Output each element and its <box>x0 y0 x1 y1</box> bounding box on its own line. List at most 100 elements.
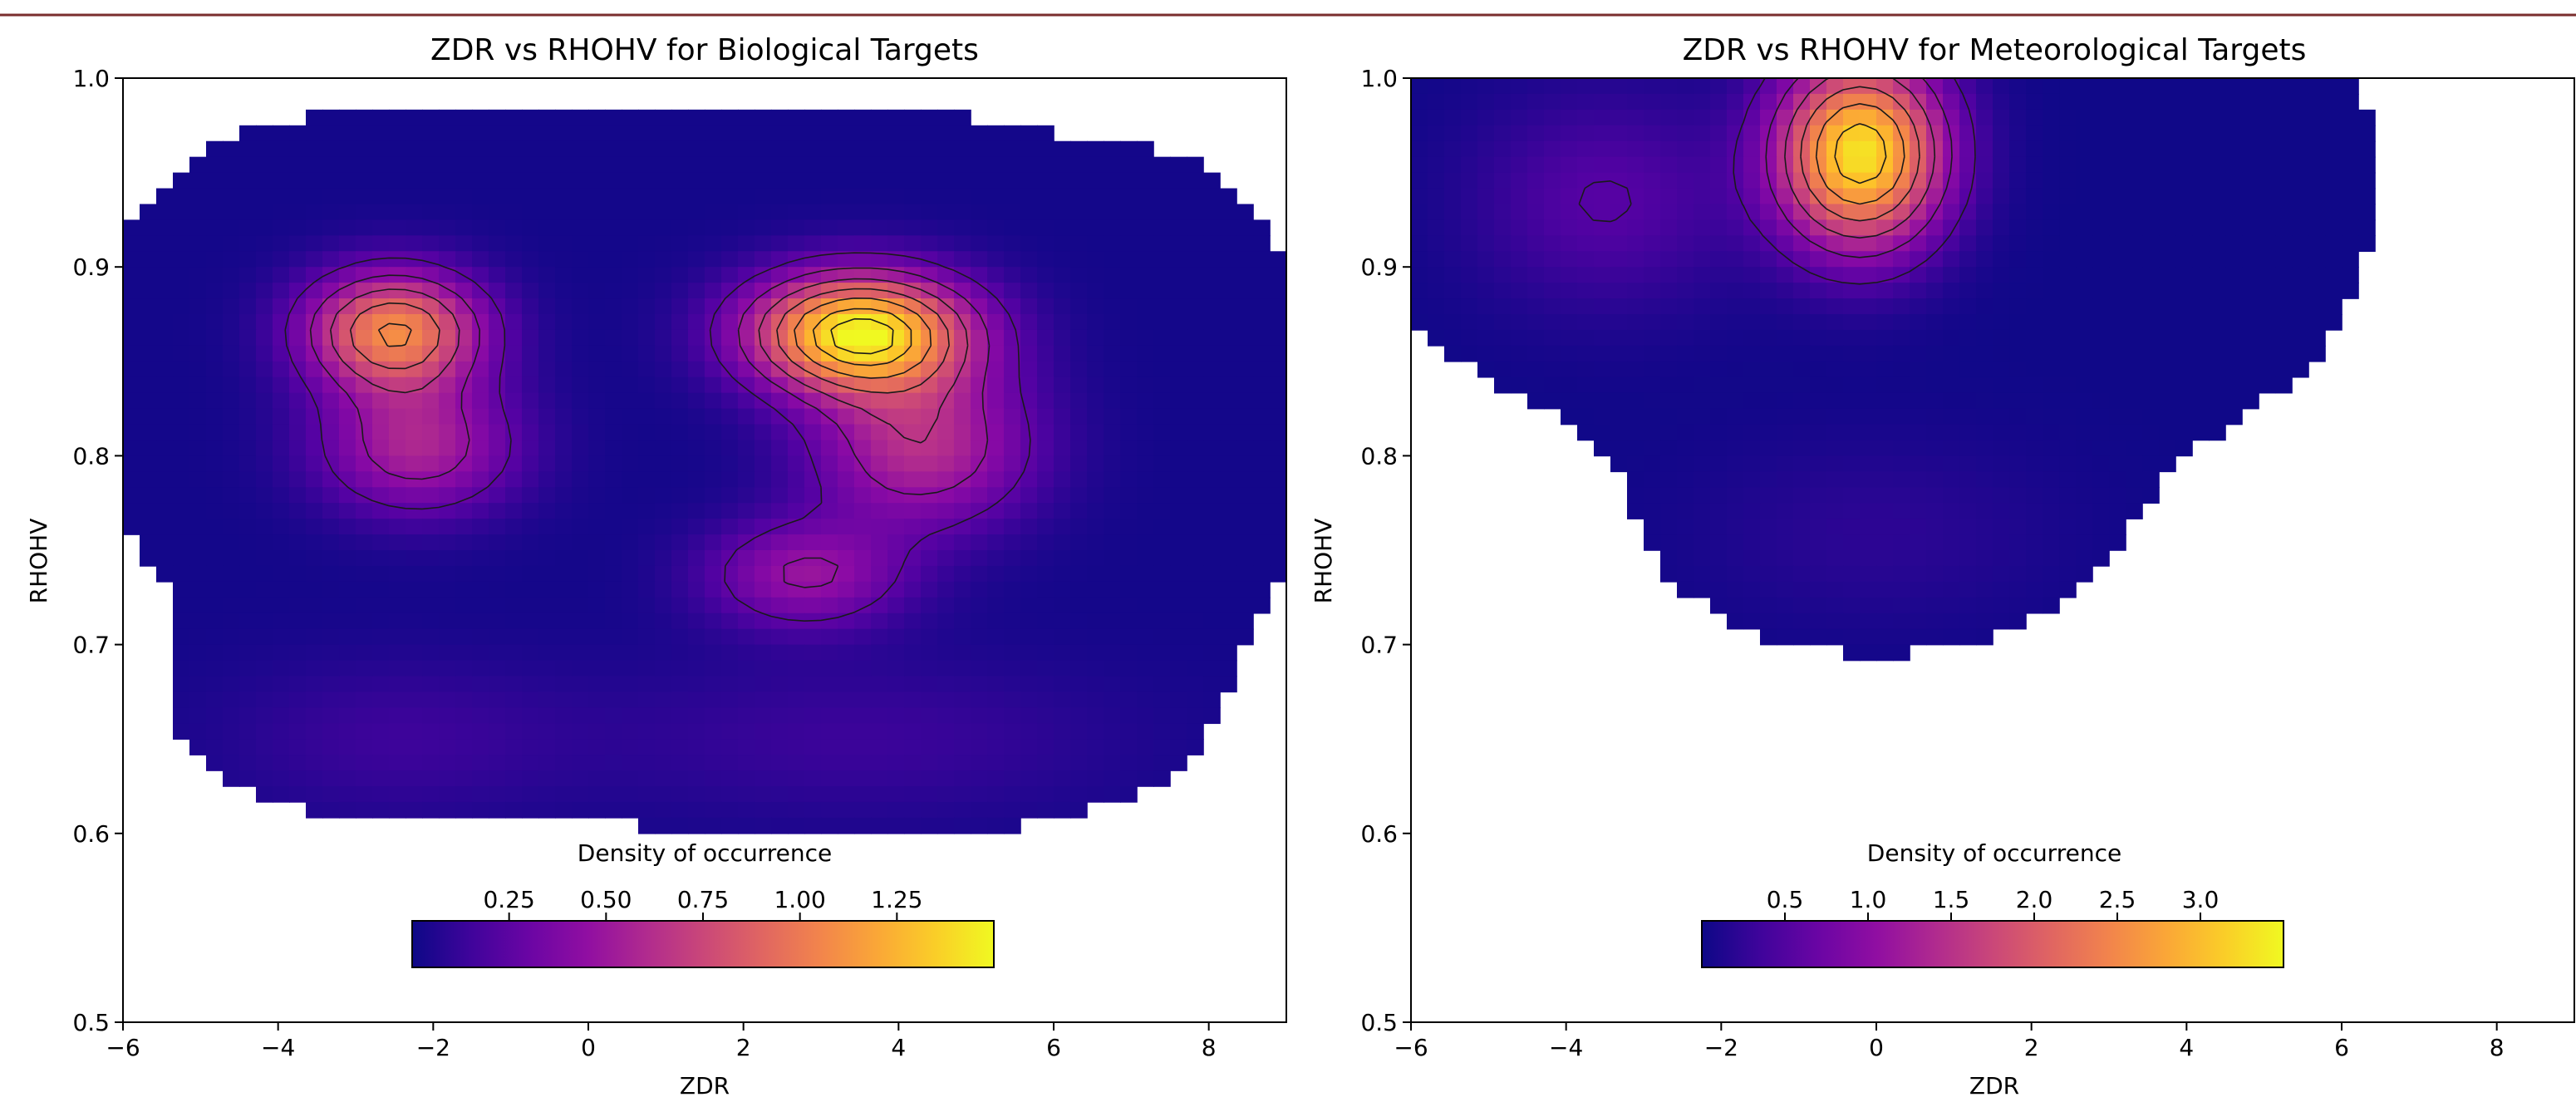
density-cell <box>1876 345 1894 362</box>
density-cell <box>688 691 705 709</box>
density-cell <box>904 172 922 189</box>
density-cell <box>1860 345 1877 362</box>
density-cell <box>2076 219 2093 237</box>
density-cell <box>223 329 240 347</box>
density-cell <box>1644 440 1661 457</box>
density-cell <box>1104 424 1121 441</box>
density-cell <box>372 770 390 787</box>
density-cell <box>1677 314 1694 331</box>
density-cell <box>738 376 755 394</box>
density-cell <box>472 188 489 205</box>
density-cell <box>871 125 888 142</box>
density-cell <box>1727 93 1744 111</box>
density-cell <box>1153 440 1171 457</box>
density-cell <box>1677 267 1694 283</box>
density-cell <box>2059 519 2077 535</box>
density-cell <box>1826 251 1844 268</box>
density-cell <box>1411 172 1428 189</box>
density-cell <box>439 424 456 441</box>
density-cell <box>771 471 789 489</box>
density-cell <box>1843 78 1861 95</box>
density-cell <box>971 140 988 158</box>
density-cell <box>771 125 789 142</box>
density-cell <box>1910 204 1927 221</box>
density-cell <box>588 314 606 331</box>
density-cell <box>1054 392 1071 410</box>
density-cell <box>239 519 257 535</box>
density-cell <box>256 345 273 362</box>
density-cell <box>1760 565 1777 583</box>
x-tick-label: 8 <box>1202 1034 1217 1061</box>
density-cell <box>489 519 506 535</box>
density-cell <box>904 786 922 803</box>
density-cell <box>1910 440 1927 457</box>
density-cell <box>2192 298 2210 315</box>
density-cell <box>671 314 689 331</box>
density-cell <box>1477 219 1495 237</box>
density-cell <box>2159 424 2176 441</box>
density-cell <box>1677 534 1694 551</box>
density-cell <box>1527 392 1545 410</box>
density-cell <box>1054 707 1071 725</box>
density-cell <box>2009 345 2027 362</box>
density-cell <box>1577 283 1595 299</box>
density-cell <box>1037 770 1054 787</box>
density-cell <box>1020 125 1038 142</box>
density-cell <box>1793 534 1811 551</box>
density-cell <box>588 408 606 426</box>
density-cell <box>2126 235 2143 253</box>
density-cell <box>1810 565 1827 583</box>
density-cell <box>472 471 489 489</box>
density-cell <box>339 345 356 362</box>
density-cell <box>339 424 356 441</box>
density-cell <box>522 565 539 583</box>
density-cell <box>223 471 240 489</box>
density-cell <box>489 565 506 583</box>
density-cell <box>1760 267 1777 283</box>
density-cell <box>2325 188 2342 205</box>
density-cell <box>1959 298 1977 315</box>
density-cell <box>1037 251 1054 268</box>
density-cell <box>2192 125 2210 142</box>
density-cell <box>1170 487 1187 504</box>
density-cell <box>1004 345 1021 362</box>
density-cell <box>2209 188 2226 205</box>
density-cell <box>821 707 838 725</box>
density-cell <box>2225 78 2243 95</box>
density-cell <box>1793 519 1811 535</box>
density-cell <box>2126 93 2143 111</box>
density-cell <box>1511 188 1528 205</box>
density-cell <box>422 408 440 426</box>
density-cell <box>1137 628 1154 646</box>
density-cell <box>1527 235 1545 253</box>
density-cell <box>1411 204 1428 221</box>
density-cell <box>1270 487 1286 504</box>
density-cell <box>2009 597 2027 614</box>
density-cell <box>1710 440 1728 457</box>
density-cell <box>1644 267 1661 283</box>
density-cell <box>1943 613 1960 630</box>
density-cell <box>2308 140 2326 158</box>
density-cell <box>2059 314 2077 331</box>
density-cell <box>1253 298 1271 315</box>
density-cell <box>1220 235 1237 253</box>
density-cell <box>887 156 905 174</box>
density-cell <box>455 219 473 237</box>
density-cell <box>921 471 938 489</box>
density-cell <box>655 408 672 426</box>
density-cell <box>455 172 473 189</box>
density-cell <box>838 660 855 677</box>
density-cell <box>2292 125 2309 142</box>
density-cell <box>705 140 722 158</box>
density-cell <box>572 267 589 283</box>
density-cell <box>1677 298 1694 315</box>
density-cell <box>223 644 240 662</box>
density-cell <box>688 770 705 787</box>
density-cell <box>605 408 622 426</box>
density-cell <box>173 503 190 519</box>
density-cell <box>1644 156 1661 174</box>
density-cell <box>1810 188 1827 205</box>
density-cell <box>788 691 805 709</box>
density-cell <box>605 519 622 535</box>
density-cell <box>937 156 955 174</box>
